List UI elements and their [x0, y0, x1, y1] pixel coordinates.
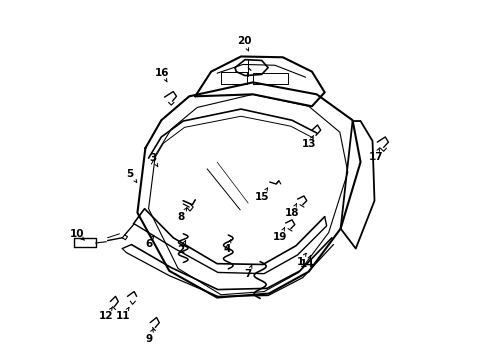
Text: 1: 1 — [296, 257, 304, 267]
Text: 15: 15 — [254, 192, 269, 202]
Text: 4: 4 — [223, 243, 231, 253]
Text: 11: 11 — [116, 311, 131, 321]
Text: 19: 19 — [273, 231, 287, 242]
Text: 9: 9 — [146, 334, 153, 343]
Text: 3: 3 — [149, 153, 156, 163]
Text: 16: 16 — [155, 68, 170, 78]
Text: 12: 12 — [99, 311, 114, 321]
Text: 17: 17 — [368, 152, 383, 162]
Text: 13: 13 — [301, 139, 316, 149]
Text: 6: 6 — [145, 239, 152, 249]
Text: 2: 2 — [177, 245, 185, 255]
Text: 8: 8 — [177, 212, 185, 222]
Text: 10: 10 — [70, 229, 84, 239]
Text: 18: 18 — [285, 208, 299, 218]
Text: 14: 14 — [299, 260, 314, 270]
Text: 20: 20 — [237, 36, 251, 46]
Text: 5: 5 — [126, 169, 134, 179]
Text: 7: 7 — [245, 269, 252, 279]
